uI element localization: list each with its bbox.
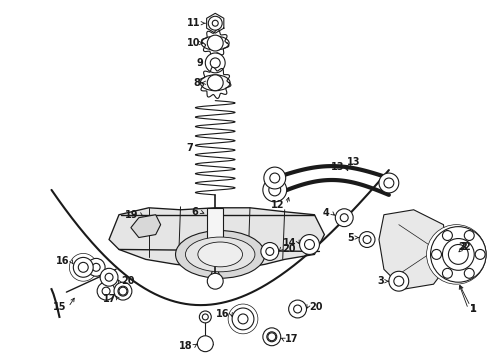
Polygon shape <box>379 210 448 289</box>
Circle shape <box>432 249 441 260</box>
Text: 17: 17 <box>102 294 116 304</box>
Circle shape <box>210 58 220 68</box>
Text: 9: 9 <box>196 58 203 68</box>
Circle shape <box>267 332 277 342</box>
Text: 1: 1 <box>470 304 477 314</box>
Text: 6: 6 <box>192 207 198 217</box>
Text: 19: 19 <box>125 210 139 220</box>
Circle shape <box>475 249 485 260</box>
Circle shape <box>431 227 486 282</box>
Text: 20: 20 <box>283 244 296 255</box>
Circle shape <box>363 235 371 243</box>
Circle shape <box>465 230 474 240</box>
Circle shape <box>439 237 474 272</box>
Text: 12: 12 <box>271 200 285 210</box>
Circle shape <box>114 282 132 300</box>
Circle shape <box>269 184 281 196</box>
Text: 18: 18 <box>179 341 193 351</box>
Circle shape <box>379 173 399 193</box>
Circle shape <box>199 311 211 323</box>
Text: 16: 16 <box>216 309 229 319</box>
Circle shape <box>335 209 353 227</box>
Text: 7: 7 <box>187 143 194 153</box>
Circle shape <box>228 304 258 334</box>
Circle shape <box>87 258 105 276</box>
Text: 15: 15 <box>53 302 66 312</box>
Circle shape <box>264 167 286 189</box>
Circle shape <box>202 314 208 320</box>
Circle shape <box>74 257 93 277</box>
Circle shape <box>207 35 223 51</box>
Circle shape <box>97 282 115 300</box>
Text: 8: 8 <box>194 78 200 88</box>
Circle shape <box>197 336 213 352</box>
Circle shape <box>263 178 287 202</box>
Circle shape <box>442 230 452 240</box>
Circle shape <box>389 271 409 291</box>
Circle shape <box>208 16 222 30</box>
Circle shape <box>263 328 281 346</box>
Circle shape <box>105 273 113 281</box>
Circle shape <box>78 262 88 272</box>
Circle shape <box>442 268 452 278</box>
Ellipse shape <box>175 231 265 278</box>
Circle shape <box>102 287 110 295</box>
Text: 13: 13 <box>331 162 344 172</box>
Circle shape <box>207 75 223 91</box>
Circle shape <box>119 287 127 295</box>
Text: 20: 20 <box>121 276 134 286</box>
Circle shape <box>289 300 307 318</box>
Ellipse shape <box>198 242 243 267</box>
Circle shape <box>270 173 280 183</box>
Circle shape <box>305 239 315 249</box>
Ellipse shape <box>201 36 229 50</box>
Text: 2: 2 <box>464 243 470 252</box>
Text: 2: 2 <box>460 243 467 252</box>
Circle shape <box>205 53 225 73</box>
Text: 11: 11 <box>187 18 200 28</box>
Circle shape <box>266 247 274 255</box>
Text: 3: 3 <box>377 276 384 286</box>
Circle shape <box>207 273 223 289</box>
Text: 14: 14 <box>283 238 296 248</box>
Text: 1: 1 <box>470 304 477 314</box>
Circle shape <box>70 253 97 281</box>
Circle shape <box>92 264 100 271</box>
Ellipse shape <box>200 75 230 91</box>
Text: 13: 13 <box>347 157 361 167</box>
Ellipse shape <box>185 237 255 272</box>
Circle shape <box>448 244 468 264</box>
Circle shape <box>261 243 279 260</box>
Circle shape <box>359 231 375 247</box>
Circle shape <box>238 314 248 324</box>
Circle shape <box>299 235 319 255</box>
Bar <box>207 208 223 262</box>
Text: 4: 4 <box>322 208 329 218</box>
Text: 5: 5 <box>347 233 354 243</box>
Polygon shape <box>109 208 324 269</box>
Circle shape <box>442 239 474 270</box>
Circle shape <box>100 268 118 286</box>
Circle shape <box>384 178 394 188</box>
Circle shape <box>118 286 128 296</box>
Circle shape <box>294 305 301 313</box>
Circle shape <box>465 268 474 278</box>
Circle shape <box>427 225 486 284</box>
Text: 20: 20 <box>310 302 323 312</box>
Text: 16: 16 <box>56 256 70 266</box>
Circle shape <box>232 308 254 330</box>
Circle shape <box>212 20 218 26</box>
Circle shape <box>340 214 348 222</box>
Text: 10: 10 <box>187 38 200 48</box>
Polygon shape <box>131 215 161 238</box>
Circle shape <box>437 238 476 277</box>
Circle shape <box>394 276 404 286</box>
Text: 17: 17 <box>285 334 298 344</box>
Circle shape <box>268 333 276 341</box>
Text: 2: 2 <box>458 243 465 252</box>
